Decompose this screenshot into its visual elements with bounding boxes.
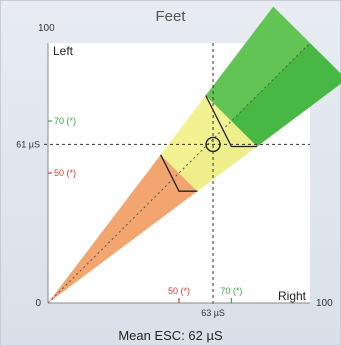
threshold-x-label-50: 50 (*) <box>168 286 190 296</box>
threshold-x-label-70: 70 (*) <box>220 286 242 296</box>
chart-title: Feet <box>155 8 186 25</box>
zone-green-shade <box>205 6 310 122</box>
zone-yellow-shade <box>160 95 232 173</box>
y-max-tick: 100 <box>38 23 55 34</box>
x-max-tick: 100 <box>316 298 333 309</box>
threshold-y-label-70: 70 (*) <box>54 116 76 126</box>
x-axis-label: Right <box>278 289 307 303</box>
zone-boundary-2 <box>205 95 258 148</box>
marker-circle <box>205 136 221 153</box>
mean-esc-label: Mean ESC: 62 µS <box>118 328 223 343</box>
origin-tick: 0 <box>35 298 41 309</box>
y-axis-label: Left <box>53 44 74 58</box>
marker-x-label: 63 µS <box>201 308 225 318</box>
diagonal-line <box>47 42 311 304</box>
marker-y-label: 61 µS <box>16 139 40 149</box>
zone-boundary-1 <box>160 154 198 192</box>
threshold-y-label-50: 50 (*) <box>54 168 76 178</box>
threshold-layer: 50 (*) 50 (*) 70 (*) 70 (*) <box>48 116 242 303</box>
